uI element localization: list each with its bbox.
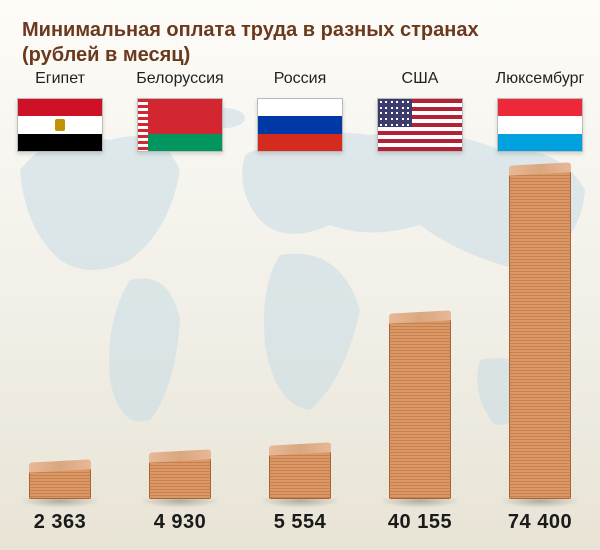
money-stack xyxy=(509,170,571,500)
value-label: 40 155 xyxy=(360,511,480,534)
country-column: Белоруссия 4 930 xyxy=(120,70,240,540)
title-line2: (рублей в месяц) xyxy=(22,43,580,68)
value-label: 74 400 xyxy=(480,511,600,534)
country-name: Египет xyxy=(0,70,120,88)
country-column: США 40 155 xyxy=(360,70,480,540)
country-column: Египет 2 363 xyxy=(0,70,120,540)
money-stack xyxy=(389,318,451,500)
title-block: Минимальная оплата труда в разных страна… xyxy=(22,18,580,68)
country-name: Россия xyxy=(240,70,360,88)
flag-icon xyxy=(257,98,343,152)
money-stack xyxy=(269,450,331,500)
flag-icon xyxy=(17,98,103,152)
country-name: США xyxy=(360,70,480,88)
country-column: Люксембург 74 400 xyxy=(480,70,600,540)
value-label: 4 930 xyxy=(120,511,240,534)
flag-icon xyxy=(137,98,223,152)
flag-icon xyxy=(377,98,463,152)
value-label: 2 363 xyxy=(0,511,120,534)
title-line1: Минимальная оплата труда в разных страна… xyxy=(22,18,580,43)
money-stack xyxy=(29,467,91,500)
country-name: Люксембург xyxy=(480,70,600,88)
flag-icon xyxy=(497,98,583,152)
money-stack xyxy=(149,457,211,500)
chart-columns: Египет 2 363 Белоруссия 4 930 Россия xyxy=(0,70,600,540)
value-label: 5 554 xyxy=(240,511,360,534)
country-column: Россия 5 554 xyxy=(240,70,360,540)
country-name: Белоруссия xyxy=(120,70,240,88)
